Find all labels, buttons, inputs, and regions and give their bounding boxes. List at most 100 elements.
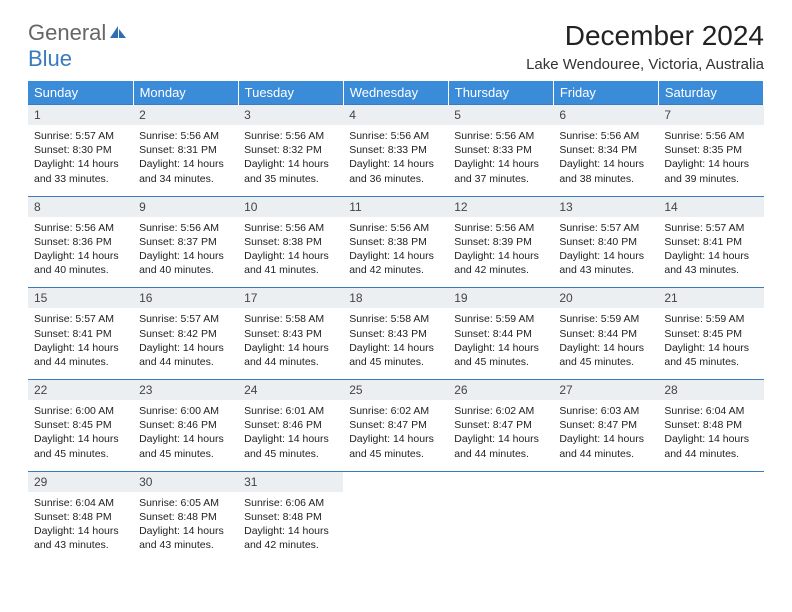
day-number: 16 — [133, 288, 238, 308]
weekday-header: Wednesday — [343, 81, 448, 105]
calendar-cell: 28Sunrise: 6:04 AMSunset: 8:48 PMDayligh… — [658, 380, 763, 472]
calendar-cell: 22Sunrise: 6:00 AMSunset: 8:45 PMDayligh… — [28, 380, 133, 472]
day-number: 27 — [553, 380, 658, 400]
day-details: Sunrise: 5:57 AMSunset: 8:30 PMDaylight:… — [28, 125, 133, 196]
day-number: 12 — [448, 197, 553, 217]
day-number: 31 — [238, 472, 343, 492]
calendar-cell: 16Sunrise: 5:57 AMSunset: 8:42 PMDayligh… — [133, 288, 238, 380]
day-details: Sunrise: 5:56 AMSunset: 8:33 PMDaylight:… — [343, 125, 448, 196]
title-block: December 2024 Lake Wendouree, Victoria, … — [526, 20, 764, 73]
day-number: 26 — [448, 380, 553, 400]
calendar-cell: 20Sunrise: 5:59 AMSunset: 8:44 PMDayligh… — [553, 288, 658, 380]
calendar-cell: 4Sunrise: 5:56 AMSunset: 8:33 PMDaylight… — [343, 105, 448, 197]
calendar-cell: 9Sunrise: 5:56 AMSunset: 8:37 PMDaylight… — [133, 196, 238, 288]
day-details: Sunrise: 6:02 AMSunset: 8:47 PMDaylight:… — [448, 400, 553, 471]
calendar-cell: 18Sunrise: 5:58 AMSunset: 8:43 PMDayligh… — [343, 288, 448, 380]
calendar-cell: 15Sunrise: 5:57 AMSunset: 8:41 PMDayligh… — [28, 288, 133, 380]
day-number: 3 — [238, 105, 343, 125]
calendar-cell: 14Sunrise: 5:57 AMSunset: 8:41 PMDayligh… — [658, 196, 763, 288]
calendar-cell: 2Sunrise: 5:56 AMSunset: 8:31 PMDaylight… — [133, 105, 238, 197]
calendar-row: 8Sunrise: 5:56 AMSunset: 8:36 PMDaylight… — [28, 196, 764, 288]
day-number: 18 — [343, 288, 448, 308]
day-number: 29 — [28, 472, 133, 492]
calendar-cell: 17Sunrise: 5:58 AMSunset: 8:43 PMDayligh… — [238, 288, 343, 380]
day-details: Sunrise: 5:56 AMSunset: 8:37 PMDaylight:… — [133, 217, 238, 288]
calendar-row: 15Sunrise: 5:57 AMSunset: 8:41 PMDayligh… — [28, 288, 764, 380]
calendar-cell-empty: .. — [448, 471, 553, 562]
day-number: 13 — [553, 197, 658, 217]
calendar-cell-empty: .. — [343, 471, 448, 562]
day-details: Sunrise: 6:03 AMSunset: 8:47 PMDaylight:… — [553, 400, 658, 471]
day-number: 22 — [28, 380, 133, 400]
weekday-header: Tuesday — [238, 81, 343, 105]
calendar-cell: 13Sunrise: 5:57 AMSunset: 8:40 PMDayligh… — [553, 196, 658, 288]
day-details: Sunrise: 5:57 AMSunset: 8:41 PMDaylight:… — [28, 308, 133, 379]
day-number: 30 — [133, 472, 238, 492]
calendar-row: 29Sunrise: 6:04 AMSunset: 8:48 PMDayligh… — [28, 471, 764, 562]
day-details: Sunrise: 5:56 AMSunset: 8:38 PMDaylight:… — [343, 217, 448, 288]
brand-logo: General Blue — [28, 20, 128, 72]
calendar-cell: 29Sunrise: 6:04 AMSunset: 8:48 PMDayligh… — [28, 471, 133, 562]
day-number: 28 — [658, 380, 763, 400]
day-number: 23 — [133, 380, 238, 400]
brand-part1: General — [28, 20, 106, 45]
calendar-cell: 11Sunrise: 5:56 AMSunset: 8:38 PMDayligh… — [343, 196, 448, 288]
day-details: Sunrise: 6:02 AMSunset: 8:47 PMDaylight:… — [343, 400, 448, 471]
calendar-table: Sunday Monday Tuesday Wednesday Thursday… — [28, 81, 764, 562]
calendar-cell: 26Sunrise: 6:02 AMSunset: 8:47 PMDayligh… — [448, 380, 553, 472]
header: General Blue December 2024 Lake Wendoure… — [28, 20, 764, 73]
day-details: Sunrise: 5:59 AMSunset: 8:45 PMDaylight:… — [658, 308, 763, 379]
day-details: Sunrise: 5:56 AMSunset: 8:35 PMDaylight:… — [658, 125, 763, 196]
day-number: 20 — [553, 288, 658, 308]
day-number: 15 — [28, 288, 133, 308]
brand-part2: Blue — [28, 46, 72, 71]
day-details: Sunrise: 5:56 AMSunset: 8:33 PMDaylight:… — [448, 125, 553, 196]
weekday-header: Friday — [553, 81, 658, 105]
weekday-header-row: Sunday Monday Tuesday Wednesday Thursday… — [28, 81, 764, 105]
day-number: 10 — [238, 197, 343, 217]
weekday-header: Sunday — [28, 81, 133, 105]
day-number: 17 — [238, 288, 343, 308]
day-number: 2 — [133, 105, 238, 125]
day-details: Sunrise: 6:04 AMSunset: 8:48 PMDaylight:… — [28, 492, 133, 563]
calendar-cell: 6Sunrise: 5:56 AMSunset: 8:34 PMDaylight… — [553, 105, 658, 197]
calendar-cell: 25Sunrise: 6:02 AMSunset: 8:47 PMDayligh… — [343, 380, 448, 472]
day-details: Sunrise: 5:58 AMSunset: 8:43 PMDaylight:… — [238, 308, 343, 379]
calendar-cell: 21Sunrise: 5:59 AMSunset: 8:45 PMDayligh… — [658, 288, 763, 380]
day-details: Sunrise: 5:56 AMSunset: 8:32 PMDaylight:… — [238, 125, 343, 196]
calendar-cell: 8Sunrise: 5:56 AMSunset: 8:36 PMDaylight… — [28, 196, 133, 288]
day-details: Sunrise: 6:00 AMSunset: 8:45 PMDaylight:… — [28, 400, 133, 471]
day-details: Sunrise: 6:04 AMSunset: 8:48 PMDaylight:… — [658, 400, 763, 471]
day-details: Sunrise: 5:57 AMSunset: 8:41 PMDaylight:… — [658, 217, 763, 288]
calendar-cell: 1Sunrise: 5:57 AMSunset: 8:30 PMDaylight… — [28, 105, 133, 197]
day-details: Sunrise: 5:56 AMSunset: 8:38 PMDaylight:… — [238, 217, 343, 288]
day-number: 14 — [658, 197, 763, 217]
day-number: 4 — [343, 105, 448, 125]
day-number: 11 — [343, 197, 448, 217]
day-details: Sunrise: 5:56 AMSunset: 8:31 PMDaylight:… — [133, 125, 238, 196]
calendar-cell: 5Sunrise: 5:56 AMSunset: 8:33 PMDaylight… — [448, 105, 553, 197]
day-details: Sunrise: 5:57 AMSunset: 8:40 PMDaylight:… — [553, 217, 658, 288]
day-details: Sunrise: 6:05 AMSunset: 8:48 PMDaylight:… — [133, 492, 238, 563]
day-number: 7 — [658, 105, 763, 125]
location-text: Lake Wendouree, Victoria, Australia — [526, 56, 764, 73]
calendar-cell: 12Sunrise: 5:56 AMSunset: 8:39 PMDayligh… — [448, 196, 553, 288]
weekday-header: Monday — [133, 81, 238, 105]
calendar-cell: 31Sunrise: 6:06 AMSunset: 8:48 PMDayligh… — [238, 471, 343, 562]
day-number: 1 — [28, 105, 133, 125]
calendar-cell: 30Sunrise: 6:05 AMSunset: 8:48 PMDayligh… — [133, 471, 238, 562]
day-number: 21 — [658, 288, 763, 308]
calendar-cell: 24Sunrise: 6:01 AMSunset: 8:46 PMDayligh… — [238, 380, 343, 472]
day-details: Sunrise: 5:57 AMSunset: 8:42 PMDaylight:… — [133, 308, 238, 379]
day-details: Sunrise: 6:00 AMSunset: 8:46 PMDaylight:… — [133, 400, 238, 471]
day-number: 8 — [28, 197, 133, 217]
day-number: 6 — [553, 105, 658, 125]
day-number: 9 — [133, 197, 238, 217]
day-details: Sunrise: 5:56 AMSunset: 8:36 PMDaylight:… — [28, 217, 133, 288]
calendar-cell: 23Sunrise: 6:00 AMSunset: 8:46 PMDayligh… — [133, 380, 238, 472]
calendar-cell: 19Sunrise: 5:59 AMSunset: 8:44 PMDayligh… — [448, 288, 553, 380]
calendar-cell: 3Sunrise: 5:56 AMSunset: 8:32 PMDaylight… — [238, 105, 343, 197]
calendar-cell: 27Sunrise: 6:03 AMSunset: 8:47 PMDayligh… — [553, 380, 658, 472]
day-details: Sunrise: 5:56 AMSunset: 8:39 PMDaylight:… — [448, 217, 553, 288]
day-details: Sunrise: 5:56 AMSunset: 8:34 PMDaylight:… — [553, 125, 658, 196]
